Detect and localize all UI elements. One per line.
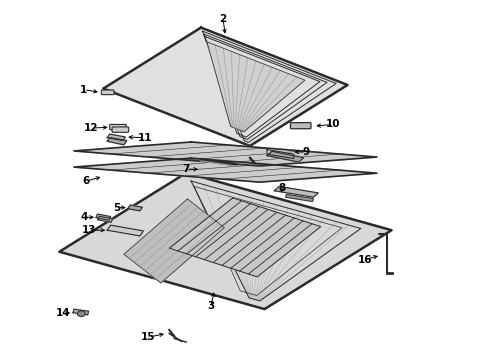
Polygon shape (267, 151, 304, 162)
Polygon shape (267, 149, 294, 158)
FancyBboxPatch shape (110, 125, 126, 130)
Text: 6: 6 (83, 176, 90, 186)
Text: 15: 15 (141, 332, 155, 342)
Text: 14: 14 (56, 308, 71, 318)
Text: 4: 4 (80, 212, 87, 222)
Polygon shape (74, 158, 377, 182)
Text: 1: 1 (80, 85, 87, 95)
Text: 9: 9 (302, 147, 310, 157)
Polygon shape (274, 186, 318, 197)
Polygon shape (103, 28, 347, 146)
Polygon shape (73, 309, 89, 315)
Polygon shape (98, 216, 113, 222)
Polygon shape (59, 173, 392, 309)
FancyBboxPatch shape (112, 127, 129, 132)
Polygon shape (286, 194, 314, 202)
Polygon shape (169, 198, 321, 277)
Text: 13: 13 (81, 225, 96, 235)
Polygon shape (207, 42, 305, 132)
Circle shape (77, 311, 85, 317)
Polygon shape (107, 225, 144, 236)
Polygon shape (128, 205, 143, 211)
Text: 11: 11 (138, 133, 152, 143)
Polygon shape (107, 134, 125, 140)
FancyBboxPatch shape (291, 123, 311, 129)
Polygon shape (74, 142, 377, 166)
Text: 8: 8 (278, 183, 285, 193)
FancyBboxPatch shape (101, 90, 114, 95)
Text: 2: 2 (220, 14, 227, 24)
Text: 16: 16 (358, 255, 372, 265)
Polygon shape (124, 199, 224, 283)
Text: 5: 5 (113, 203, 121, 213)
Text: 10: 10 (326, 120, 340, 129)
Text: 3: 3 (207, 301, 215, 311)
Text: 12: 12 (84, 123, 98, 133)
Text: 7: 7 (183, 164, 190, 174)
Polygon shape (107, 138, 127, 145)
Polygon shape (96, 214, 111, 220)
